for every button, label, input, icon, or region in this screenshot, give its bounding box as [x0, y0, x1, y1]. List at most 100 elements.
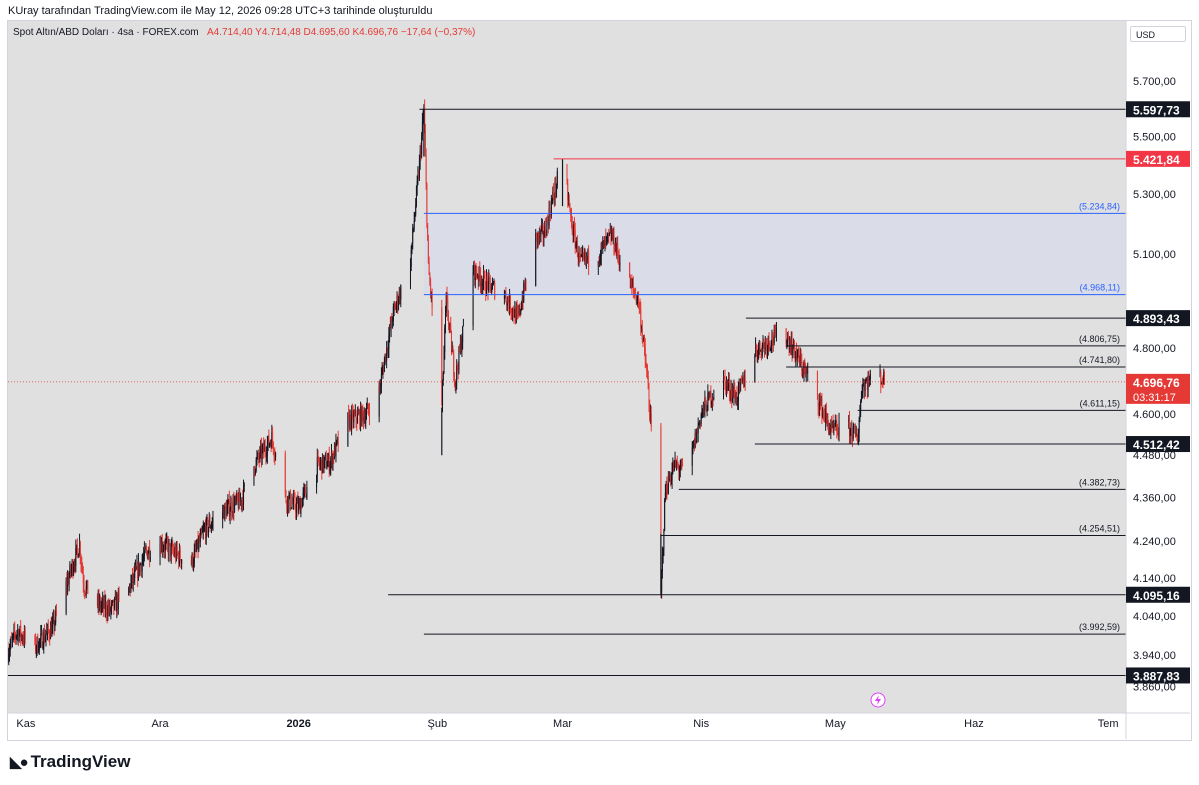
candle-746 — [787, 331, 789, 348]
candle-30 — [38, 638, 40, 655]
candle-550 — [578, 245, 580, 267]
candle-72 — [79, 533, 81, 556]
candle-215 — [230, 495, 232, 512]
candle-597 — [631, 274, 633, 295]
candle-68 — [76, 544, 78, 556]
candle-29 — [38, 641, 40, 654]
candle-488 — [514, 300, 516, 318]
candle-596 — [630, 278, 632, 289]
candle-827 — [865, 377, 867, 384]
candle-535 — [567, 178, 569, 208]
candle-789 — [828, 420, 830, 436]
candle-160 — [171, 536, 173, 547]
candle-45 — [49, 621, 51, 640]
candle-336 — [356, 416, 358, 432]
candle-782 — [822, 409, 824, 421]
candle-321 — [336, 439, 338, 447]
candle-525 — [550, 194, 552, 219]
candle-435 — [456, 363, 458, 372]
candle-754 — [793, 338, 795, 350]
candle-222 — [235, 492, 237, 505]
candle-180 — [195, 539, 197, 558]
candle-791 — [829, 424, 831, 435]
candle-7 — [12, 632, 14, 643]
candle-43 — [48, 629, 50, 642]
candle-733 — [768, 332, 770, 351]
candle-148 — [162, 541, 164, 558]
candle-481 — [509, 288, 511, 316]
candle-398 — [420, 142, 422, 161]
candle-474 — [503, 289, 505, 305]
candle-833 — [869, 369, 871, 386]
candle-25 — [35, 633, 37, 655]
candle-337 — [357, 406, 359, 424]
candle-231 — [242, 489, 244, 511]
candle-219 — [233, 491, 235, 521]
chart-credit: KUray tarafından TradingView.com ile May… — [8, 5, 433, 17]
candle-567 — [600, 249, 602, 266]
candle-657 — [693, 438, 695, 452]
candle-627 — [662, 547, 664, 564]
candle-683 — [713, 389, 715, 401]
candle-60 — [70, 564, 72, 579]
candle-221 — [234, 495, 236, 506]
candle-486 — [512, 305, 514, 318]
candle-608 — [639, 298, 641, 314]
candle-199 — [209, 514, 211, 533]
candle-170 — [178, 543, 180, 567]
candle-821 — [860, 390, 862, 403]
candle-701 — [735, 391, 737, 406]
candle-301 — [321, 459, 323, 480]
candle-151 — [164, 538, 166, 559]
candle-824 — [863, 379, 865, 387]
candle-726 — [763, 338, 765, 353]
candle-685 — [723, 375, 725, 381]
legend-ohlc: A4.714,40 Y4.714,48 D4.695,60 K4.696,76 … — [206, 27, 476, 38]
candle-551 — [579, 247, 581, 264]
x-tick-3: Şub — [428, 718, 448, 730]
candle-304 — [323, 454, 325, 474]
candle-714 — [754, 353, 756, 383]
candle-203 — [212, 510, 214, 532]
candle-778 — [819, 392, 821, 411]
candle-729 — [765, 337, 767, 348]
candle-150 — [164, 540, 166, 559]
candle-809 — [851, 433, 853, 448]
candle-256 — [269, 439, 271, 447]
candle-389 — [413, 211, 415, 232]
candle-407 — [427, 222, 429, 241]
candle-689 — [726, 379, 728, 394]
candle-835 — [880, 369, 882, 394]
candle-558 — [584, 248, 586, 265]
candle-275 — [292, 489, 294, 510]
candle-348 — [365, 408, 367, 429]
candle-837 — [881, 377, 883, 388]
candle-162 — [172, 543, 174, 557]
candle-614 — [644, 334, 646, 356]
candle-672 — [705, 396, 707, 405]
candle-812 — [854, 426, 856, 428]
y-tick-8: 4.240,00 — [1133, 536, 1176, 548]
candle-740 — [773, 324, 775, 346]
candle-442 — [462, 325, 464, 350]
candle-770 — [805, 362, 807, 378]
candle-520 — [547, 214, 549, 223]
candle-16 — [19, 625, 21, 637]
candle-653 — [682, 458, 684, 467]
candle-387 — [412, 223, 414, 250]
candle-1 — [8, 647, 10, 666]
candle-96 — [105, 601, 107, 622]
candle-334 — [354, 404, 356, 417]
candle-553 — [580, 254, 582, 258]
candle-822 — [861, 384, 863, 400]
candle-753 — [792, 344, 794, 359]
currency-button[interactable]: USD — [1130, 26, 1186, 42]
candle-825 — [863, 378, 865, 400]
candle-235 — [254, 465, 256, 478]
candle-272 — [290, 507, 292, 510]
candle-629 — [664, 497, 666, 532]
candle-548 — [576, 235, 578, 258]
candle-484 — [511, 308, 513, 320]
candle-204 — [222, 504, 224, 529]
